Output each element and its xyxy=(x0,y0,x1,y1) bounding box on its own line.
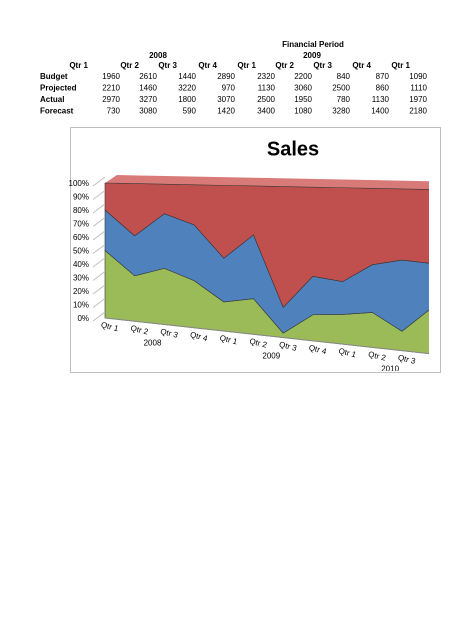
y-tick-label: 80% xyxy=(73,206,89,215)
cell: 1080 xyxy=(294,107,312,116)
grid-line xyxy=(92,244,106,254)
cell: 870 xyxy=(376,72,390,81)
cell: 3400 xyxy=(257,107,275,116)
cell: 1970 xyxy=(409,95,427,104)
y-tick-label: 100% xyxy=(69,179,89,188)
y-tick-label: 30% xyxy=(73,274,89,283)
grid-line xyxy=(92,257,106,268)
cell: 2500 xyxy=(332,84,350,93)
row-label: Budget xyxy=(40,72,68,81)
cell: 1110 xyxy=(410,84,427,93)
row-label: Actual xyxy=(40,95,64,104)
area xyxy=(104,182,429,308)
group-label: 2008 xyxy=(144,338,162,347)
x-tick-label: Qtr 3 xyxy=(278,340,298,353)
cell: 3220 xyxy=(178,84,196,93)
cell: 1420 xyxy=(217,107,235,116)
chart-title: Sales xyxy=(267,138,319,160)
cell: 860 xyxy=(376,84,390,93)
y-tick-label: 90% xyxy=(73,193,89,202)
cell: 2180 xyxy=(409,107,427,116)
column-header: Qtr 1 xyxy=(237,61,256,70)
row-label: Forecast xyxy=(40,107,74,116)
cell: 1460 xyxy=(139,84,157,93)
cell: 2970 xyxy=(102,95,120,104)
cell: 1130 xyxy=(372,95,390,104)
grid-line xyxy=(92,271,106,281)
cell: 2610 xyxy=(139,72,157,81)
x-tick-label: Qtr 1 xyxy=(219,333,239,346)
cell: 1950 xyxy=(294,95,312,104)
y-tick-label: 60% xyxy=(73,233,89,242)
cell: 970 xyxy=(222,84,236,93)
top-face xyxy=(105,175,429,190)
column-header: Qtr 4 xyxy=(198,61,217,70)
cell: 1400 xyxy=(371,107,389,116)
y-tick-label: 10% xyxy=(73,301,89,310)
cell: 1960 xyxy=(102,72,120,81)
y-tick-label: 70% xyxy=(73,220,89,229)
grid-line xyxy=(92,217,106,227)
y-tick-label: 50% xyxy=(73,247,89,256)
cell: 2500 xyxy=(257,95,275,104)
cell: 1130 xyxy=(258,84,276,93)
grid-line xyxy=(92,203,106,214)
cell: 840 xyxy=(337,72,351,81)
cell: 780 xyxy=(337,95,351,104)
cell: 590 xyxy=(183,107,197,116)
y-tick-label: 20% xyxy=(73,287,89,296)
grid-line xyxy=(92,230,106,241)
column-header: Qtr 1 xyxy=(69,61,88,70)
table-title: Financial Period xyxy=(282,40,344,49)
cell: 2210 xyxy=(102,84,120,93)
plot: Qtr 1 Qtr 2 Qtr 3 Qtr 4 Qtr 1 Qtr 2 Qtr 3 Qtr 4… xyxy=(100,175,429,373)
year-header: 2008 xyxy=(149,51,167,60)
x-tick-label: Qtr 2 xyxy=(367,350,387,363)
grid-line xyxy=(92,298,106,308)
cell: 3070 xyxy=(217,95,235,104)
cell: 2890 xyxy=(217,72,235,81)
x-tick-label: Qtr 3 xyxy=(397,353,417,366)
cell: 3270 xyxy=(139,95,157,104)
x-tick-label: Qtr 4 xyxy=(189,330,209,343)
x-tick-label: Qtr 2 xyxy=(249,337,269,350)
cell: 2200 xyxy=(294,72,312,81)
cell: 3080 xyxy=(139,107,157,116)
column-header: Qtr 4 xyxy=(352,61,371,70)
column-header: Qtr 2 xyxy=(120,61,139,70)
cell: 730 xyxy=(107,107,121,116)
column-header: Qtr 2 xyxy=(275,61,294,70)
column-header: Qtr 3 xyxy=(158,61,177,70)
cell: 3280 xyxy=(332,107,350,116)
x-tick-label: Qtr 3 xyxy=(159,327,179,340)
year-header: 2009 xyxy=(303,51,321,60)
x-tick-label: Qtr 2 xyxy=(130,324,150,337)
group-label: 2010 xyxy=(381,364,399,373)
x-tick-label: Qtr 4 xyxy=(308,343,328,356)
cell: 1440 xyxy=(178,72,196,81)
y-tick-label: 0% xyxy=(77,314,89,323)
row-label: Projected xyxy=(40,84,77,93)
column-header: Qtr 3 xyxy=(313,61,332,70)
column-header: Qtr 1 xyxy=(391,61,410,70)
grid-line xyxy=(92,176,106,187)
grid-line xyxy=(92,284,106,295)
cell: 1800 xyxy=(178,95,196,104)
y-tick-label: 40% xyxy=(73,260,89,269)
cell: 2320 xyxy=(257,72,275,81)
x-axis xyxy=(104,317,429,355)
group-label: 2009 xyxy=(262,351,280,360)
grid-line xyxy=(92,311,106,322)
grid-line xyxy=(92,190,106,200)
cell: 3060 xyxy=(294,84,312,93)
x-tick-label: Qtr 1 xyxy=(100,320,120,333)
x-tick-label: Qtr 1 xyxy=(338,346,358,359)
cell: 1090 xyxy=(409,72,427,81)
